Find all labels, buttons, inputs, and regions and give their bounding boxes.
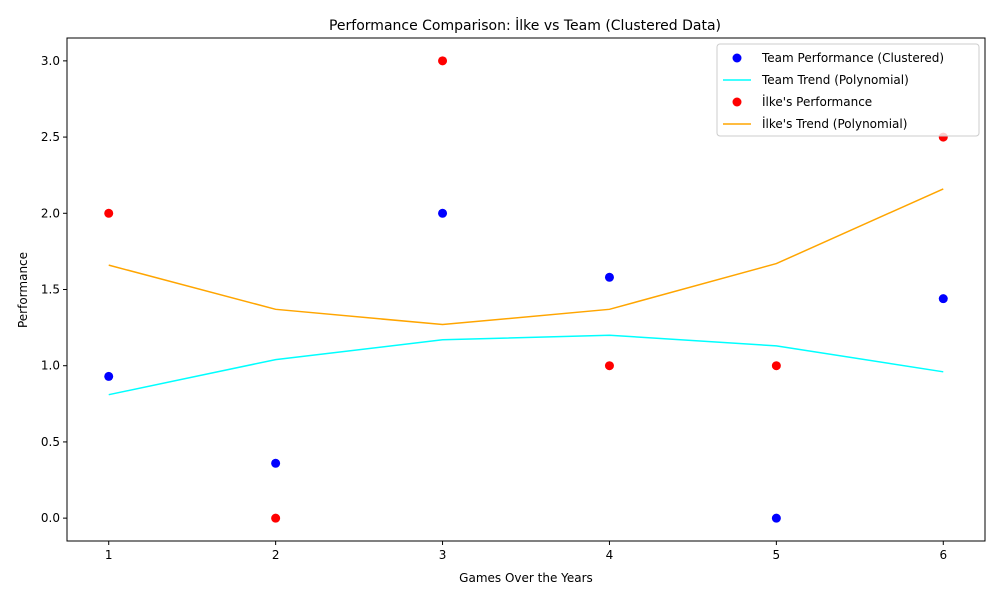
- legend-box: [716, 43, 980, 137]
- x-tick-label: 5: [773, 548, 781, 562]
- y-axis-ticks: 0.0 0.5 1.0 1.5 2.0 2.5 3.0: [41, 54, 67, 525]
- y-axis-label: Performance: [16, 252, 30, 328]
- data-point-team-performance-clustered: [438, 208, 448, 218]
- y-tick-label: 2.5: [41, 130, 60, 144]
- data-point-team-performance-clustered: [771, 513, 781, 523]
- data-point-team-performance-clustered: [104, 371, 114, 381]
- legend-label: Team Trend (Polynomial): [761, 73, 909, 87]
- legend-label: İlke's Performance: [762, 94, 872, 109]
- data-point-team-performance-clustered: [271, 458, 281, 468]
- x-axis-label: Games Over the Years: [459, 571, 593, 585]
- y-tick-label: 0.0: [41, 511, 60, 525]
- legend-swatch-team-performance-clustered: [732, 53, 742, 63]
- series-line-team-trend-polynomial: [108, 334, 944, 396]
- data-point-i-lke-s-performance: [771, 361, 781, 371]
- data-point-i-lke-s-performance: [438, 56, 448, 66]
- data-point-i-lke-s-performance: [104, 208, 114, 218]
- legend: Team Performance (Clustered) Team Trend (…: [716, 43, 980, 137]
- plot-frame: [66, 37, 986, 542]
- chart-title: Performance Comparison: İlke vs Team (Cl…: [329, 16, 721, 34]
- y-tick-label: 0.5: [41, 435, 60, 449]
- y-tick-label: 2.0: [41, 206, 60, 220]
- data-point-i-lke-s-performance: [271, 513, 281, 523]
- x-tick-label: 2: [272, 548, 280, 562]
- y-tick-label: 1.5: [41, 283, 60, 297]
- y-tick-label: 3.0: [41, 54, 60, 68]
- x-tick-label: 1: [105, 548, 113, 562]
- y-tick-label: 1.0: [41, 359, 60, 373]
- x-axis-ticks: 1 2 3 4 5 6: [105, 541, 947, 562]
- legend-label: İlke's Trend (Polynomial): [762, 116, 907, 131]
- legend-swatch-i-lke-s-performance: [732, 97, 742, 107]
- legend-label: Team Performance (Clustered): [761, 51, 944, 65]
- data-point-i-lke-s-performance: [604, 361, 614, 371]
- data-point-team-performance-clustered: [938, 294, 948, 304]
- x-tick-label: 6: [939, 548, 947, 562]
- data-point-team-performance-clustered: [604, 272, 614, 282]
- x-tick-label: 3: [439, 548, 447, 562]
- series-layer: [104, 56, 948, 523]
- series-line-i-lke-s-trend-polynomial: [108, 188, 944, 326]
- x-tick-label: 4: [606, 548, 614, 562]
